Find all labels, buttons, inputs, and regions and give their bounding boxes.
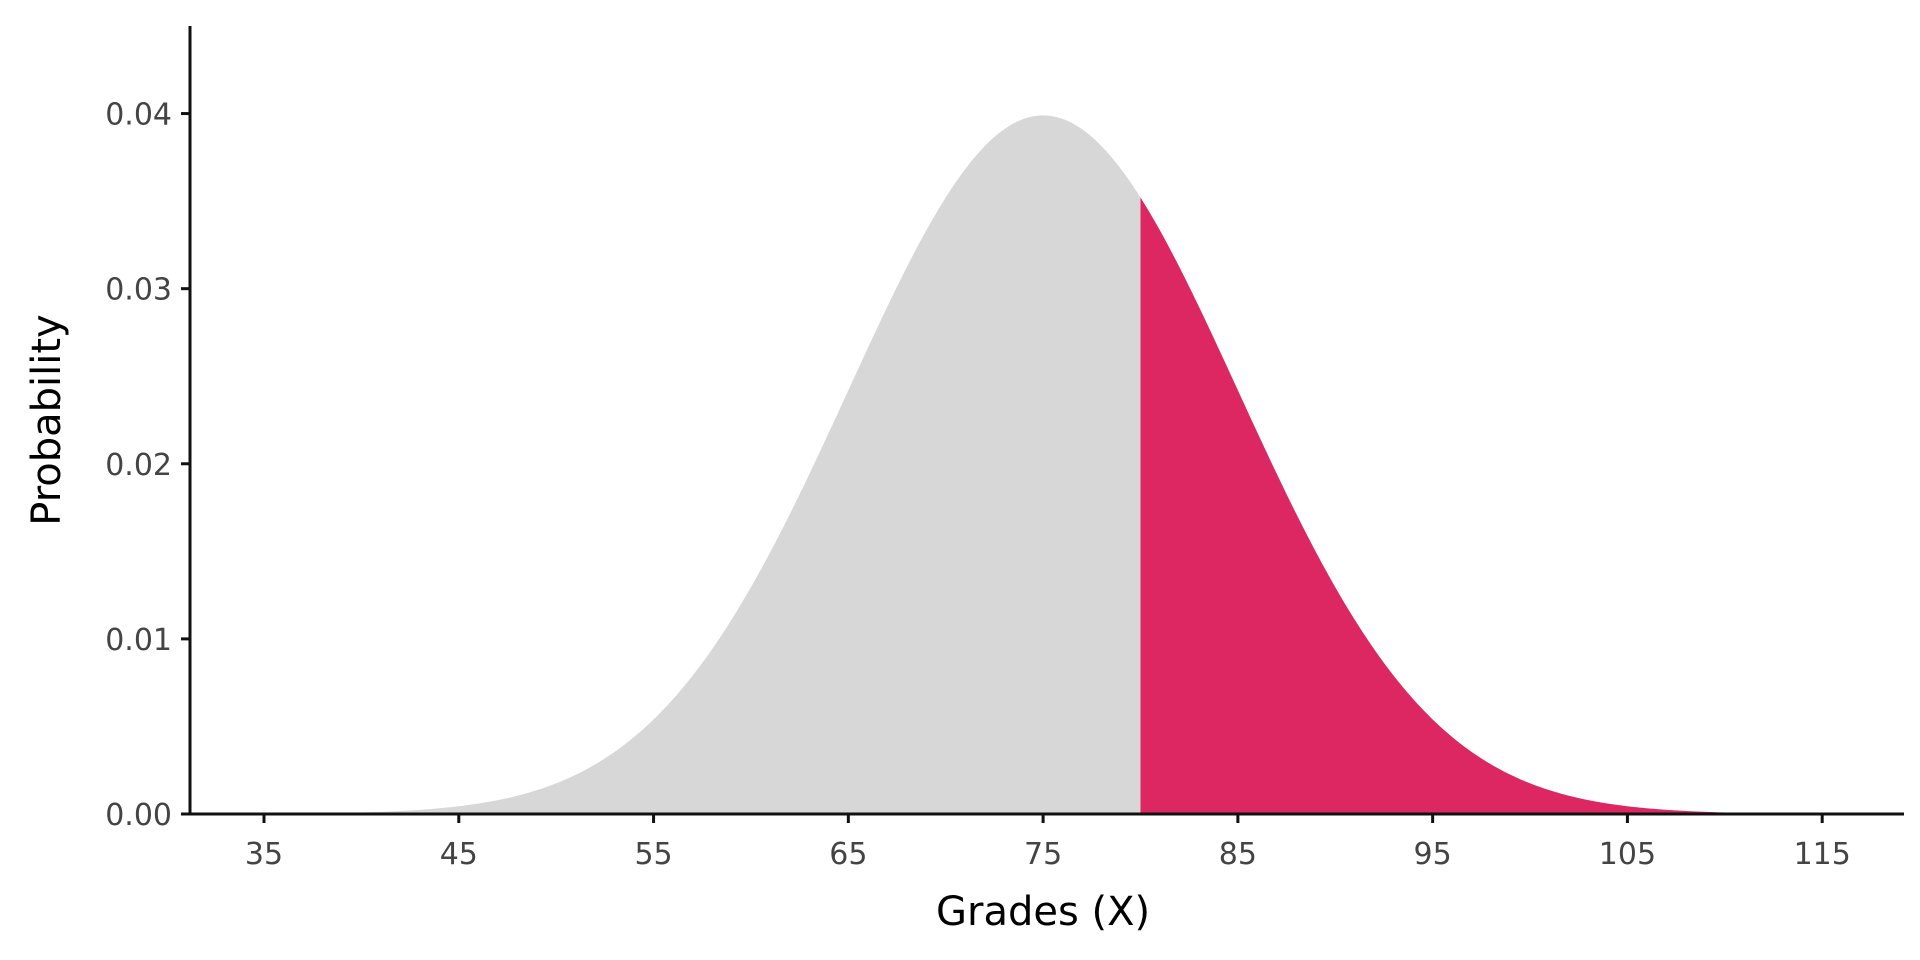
x-tick-label: 75 (1024, 837, 1062, 872)
x-tick-label: 55 (634, 837, 672, 872)
shaded-area (1140, 197, 1904, 815)
x-axis: 35 45 55 65 75 85 95 105 115 (188, 812, 1904, 872)
x-tick-label: 45 (440, 837, 478, 872)
plot-area (190, 115, 1904, 815)
x-tick-label: 115 (1794, 837, 1851, 872)
x-axis-title: Grades (X) (936, 889, 1150, 935)
x-tick-label: 105 (1599, 837, 1656, 872)
x-tick-label: 95 (1414, 837, 1452, 872)
y-tick-label: 0.01 (105, 623, 172, 658)
x-tick-label: 65 (829, 837, 867, 872)
y-tick-label: 0.04 (105, 98, 172, 133)
unshaded-area (190, 115, 1141, 815)
x-tick-label: 85 (1219, 837, 1257, 872)
y-tick-label: 0.02 (105, 448, 172, 483)
y-tick-label: 0.00 (105, 798, 172, 833)
y-axis: 0.00 0.01 0.02 0.03 0.04 (105, 26, 192, 833)
x-tick-label: 35 (245, 837, 283, 872)
y-tick-label: 0.03 (105, 273, 172, 308)
y-axis-title: Probability (24, 314, 70, 525)
